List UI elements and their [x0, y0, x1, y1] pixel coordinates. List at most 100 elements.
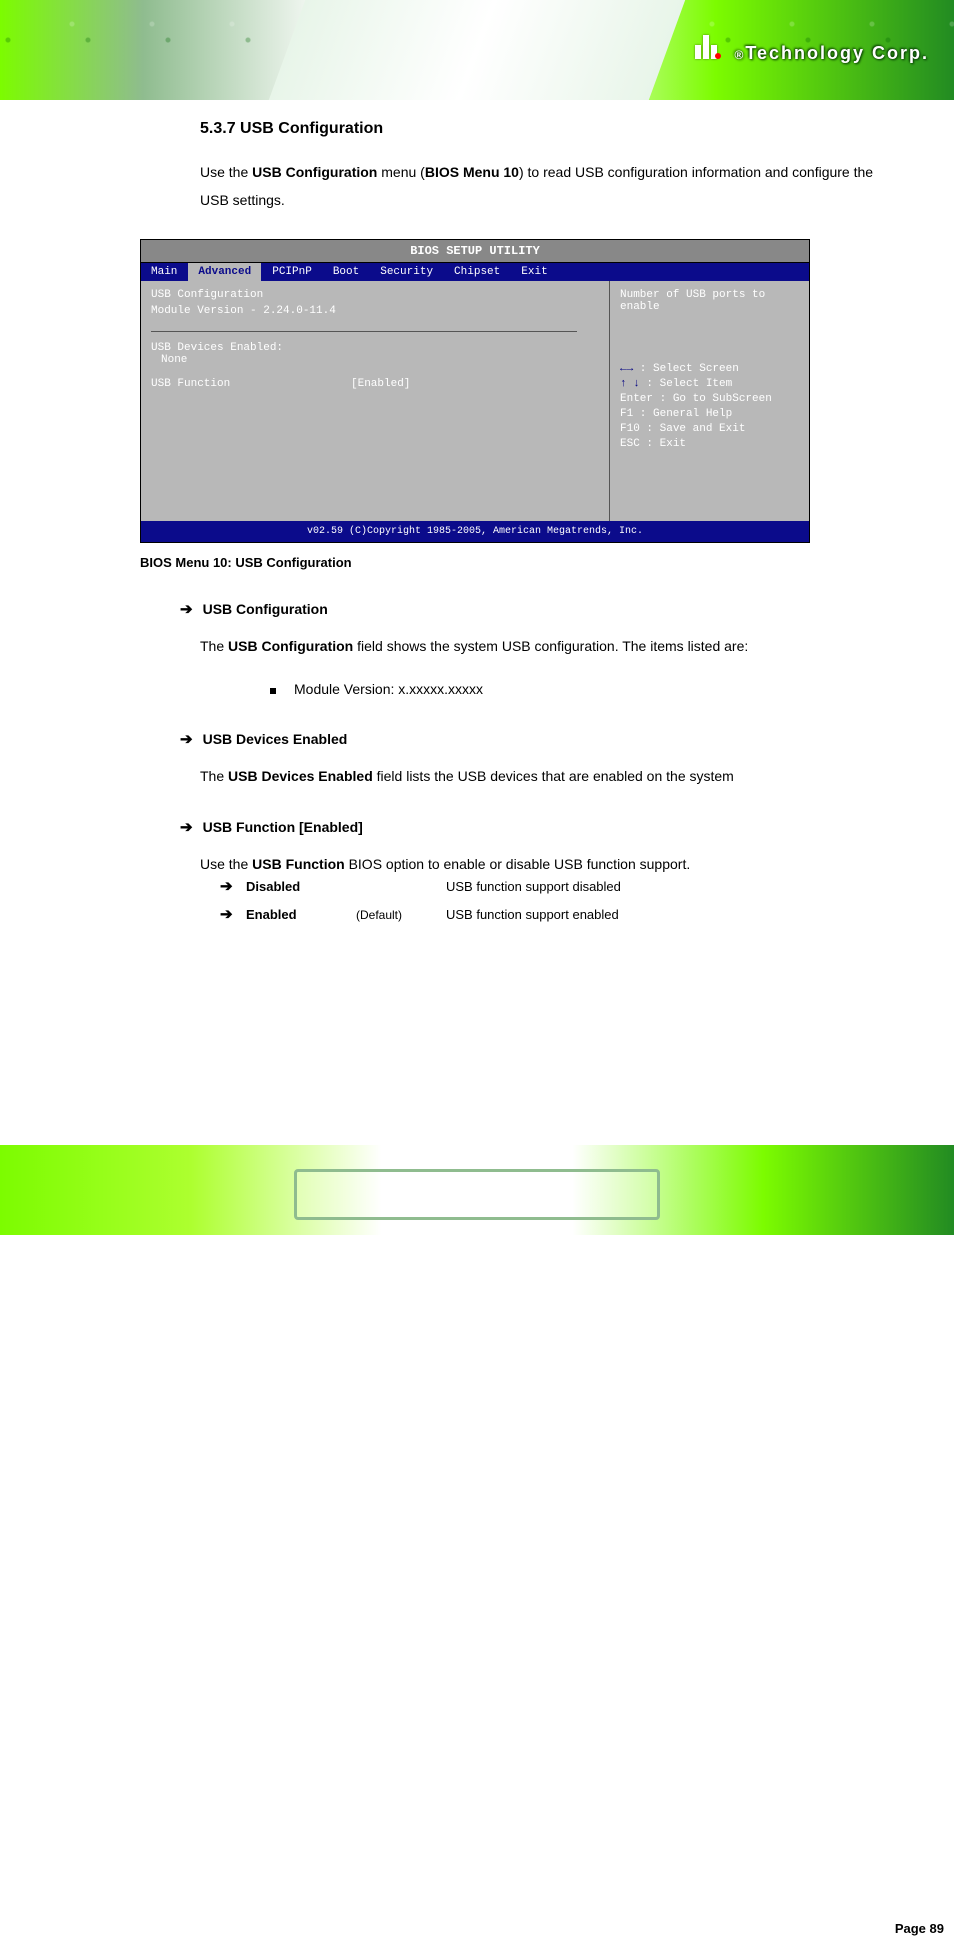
help-key: F10 [620, 423, 640, 435]
item-body: The USB Devices Enabled field lists the … [200, 764, 894, 789]
help-text: : General Help [633, 408, 732, 420]
bios-devices-value: None [161, 354, 599, 366]
bios-help-panel: Number of USB ports to enable ←→ : Selec… [609, 281, 809, 521]
option-desc: USB function support disabled [446, 879, 621, 894]
item-heading: ➔ USB Configuration [180, 600, 894, 618]
option-label: Disabled [246, 879, 356, 894]
section-heading: 5.3.7 USB Configuration [200, 120, 894, 138]
registered-mark: ® [734, 48, 745, 62]
bios-help-desc: Number of USB ports to enable [620, 289, 799, 313]
bios-main-panel: USB Configuration Module Version - 2.24.… [141, 281, 609, 521]
arrow-right-icon: ➔ [220, 877, 246, 895]
company-name: Technology Corp. [745, 43, 929, 63]
arrow-right-icon: ➔ [180, 730, 193, 748]
item-body: Use the USB Function BIOS option to enab… [200, 852, 894, 877]
bios-field-row: USB Function [Enabled] [151, 378, 599, 390]
item-text: Use the [200, 856, 252, 872]
company-logo: ®Technology Corp. [695, 35, 929, 64]
square-bullet-icon [270, 688, 276, 694]
bios-help-line: ←→ : Select Screen [620, 363, 799, 375]
arrow-right-icon: ➔ [180, 600, 193, 618]
item-heading-text: USB Function [Enabled] [203, 819, 363, 835]
description-item: ➔USB ConfigurationThe USB Configuration … [140, 600, 894, 702]
bios-divider [151, 331, 577, 332]
bios-tab-exit: Exit [511, 263, 558, 281]
item-heading: ➔ USB Devices Enabled [180, 730, 894, 748]
bios-help-line: ↑ ↓ : Select Item [620, 378, 799, 390]
item-sub-bullet: Module Version: x.xxxxx.xxxxx [270, 677, 894, 702]
bios-tab-pcipnp: PCIPnP [262, 263, 323, 281]
item-text: field shows the system USB configuration… [353, 638, 748, 654]
help-text: : Exit [640, 438, 686, 450]
description-item: ➔ USB Function [Enabled] Use the USB Funct… [140, 818, 894, 923]
subbullet-text: Module Version: x.xxxxx.xxxxx [294, 677, 483, 702]
item-text: The [200, 638, 228, 654]
arrow-right-icon: ➔ [180, 818, 193, 836]
item-heading: ➔ USB Function [Enabled] [180, 818, 894, 836]
bios-help-line: F10 : Save and Exit [620, 423, 799, 435]
top-banner: ®Technology Corp. [0, 0, 954, 100]
bios-field-value: [Enabled] [351, 378, 410, 390]
logo-bar [695, 45, 701, 59]
bios-devices-label: USB Devices Enabled: [151, 342, 599, 354]
bottom-banner [0, 1145, 954, 1235]
page-number: Page 89 [895, 1921, 944, 1936]
help-key: ←→ [620, 363, 633, 375]
help-text: : Select Screen [633, 363, 739, 375]
item-heading-text: USB Devices Enabled [203, 731, 348, 747]
top-banner-shape [269, 0, 685, 100]
item-text-bold: USB Function [252, 856, 345, 872]
help-key: F1 [620, 408, 633, 420]
help-key: ↑ ↓ [620, 378, 640, 390]
section-title: USB Configuration [240, 120, 383, 137]
bios-module-version: Module Version - 2.24.0-11.4 [151, 305, 599, 317]
figure-caption: BIOS Menu 10: USB Configuration [140, 555, 894, 570]
item-text: field lists the USB devices that are ena… [373, 768, 734, 784]
logo-bar [703, 35, 709, 59]
item-text-bold: USB Configuration [228, 638, 353, 654]
bios-tab-boot: Boot [323, 263, 370, 281]
help-text: : Go to SubScreen [653, 393, 772, 405]
bios-tab-security: Security [370, 263, 444, 281]
bios-tab-row: MainAdvancedPCIPnPBootSecurityChipsetExi… [141, 263, 809, 281]
bios-body: USB Configuration Module Version - 2.24.… [141, 281, 809, 521]
bios-tab-advanced: Advanced [188, 263, 262, 281]
option-row: ➔Enabled(Default)USB function support en… [220, 905, 894, 923]
bios-help-line: F1 : General Help [620, 408, 799, 420]
help-key: Enter [620, 393, 653, 405]
bios-panel-heading: USB Configuration [151, 289, 599, 301]
help-text: : Save and Exit [640, 423, 746, 435]
logo-dot [715, 53, 721, 59]
bios-tab-chipset: Chipset [444, 263, 511, 281]
intro-text: menu ( [377, 164, 424, 180]
item-body: The USB Configuration field shows the sy… [200, 634, 894, 702]
option-desc: USB function support enabled [446, 907, 619, 922]
page-content: 5.3.7 USB Configuration Use the USB Conf… [0, 120, 954, 951]
bios-tab-main: Main [141, 263, 188, 281]
intro-bold: USB Configuration [252, 164, 377, 180]
intro-paragraph: Use the USB Configuration menu (BIOS Men… [200, 158, 894, 214]
item-heading-text: USB Configuration [203, 601, 328, 617]
help-text: : Select Item [640, 378, 732, 390]
option-label: Enabled [246, 907, 356, 922]
iei-logo-icon [695, 35, 721, 59]
description-item: ➔USB Devices EnabledThe USB Devices Enab… [140, 730, 894, 789]
intro-text: Use the [200, 164, 252, 180]
bios-help-line: ESC : Exit [620, 438, 799, 450]
bios-footer: v02.59 (C)Copyright 1985-2005, American … [141, 521, 809, 542]
bios-field-label: USB Function [151, 378, 351, 390]
item-text: The [200, 768, 228, 784]
bios-help-line: Enter : Go to SubScreen [620, 393, 799, 405]
intro-ref: BIOS Menu 10 [425, 164, 519, 180]
item-text: BIOS option to enable or disable USB fun… [345, 856, 691, 872]
item-text-bold: USB Devices Enabled [228, 768, 373, 784]
arrow-right-icon: ➔ [220, 905, 246, 923]
bios-help-keys: ←→ : Select Screen ↑ ↓ : Select Item Enter… [620, 363, 799, 450]
help-key: ESC [620, 438, 640, 450]
option-row: ➔Disabled USB function support disabled [220, 877, 894, 895]
description-list: ➔USB ConfigurationThe USB Configuration … [140, 600, 894, 923]
bios-screenshot: BIOS SETUP UTILITY MainAdvancedPCIPnPBoo… [140, 239, 810, 543]
section-number: 5.3.7 [200, 120, 236, 137]
option-default: (Default) [356, 908, 446, 922]
bios-titlebar: BIOS SETUP UTILITY [141, 240, 809, 263]
